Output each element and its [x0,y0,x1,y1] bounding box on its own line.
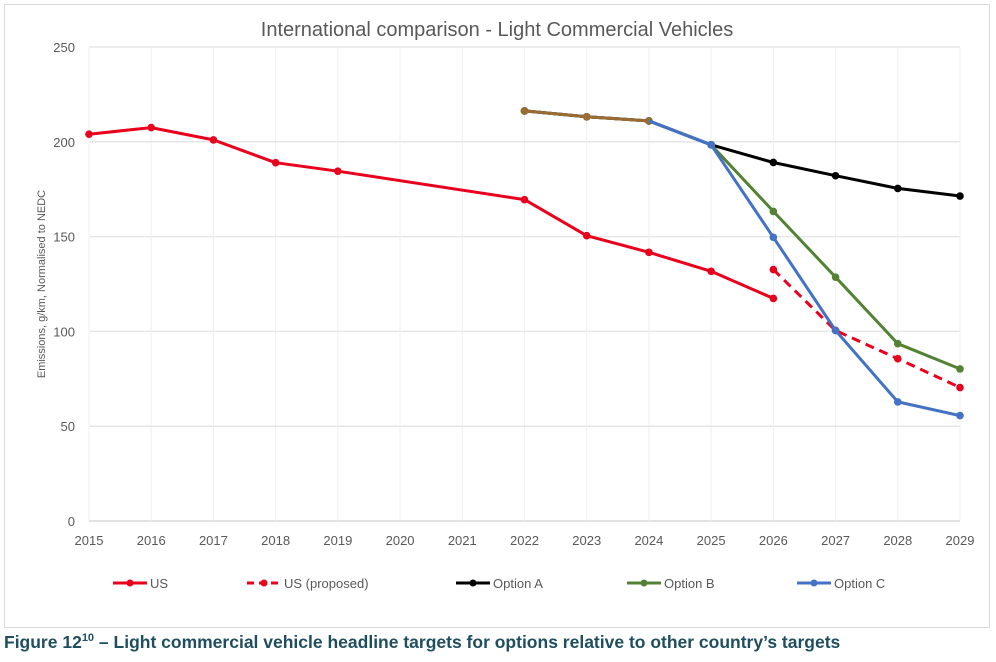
data-point [520,195,529,204]
legend-label: Option B [664,576,715,591]
legend-label: Option C [834,576,885,591]
data-point [271,158,280,167]
x-tick-label: 2021 [448,533,477,548]
y-tick-label: 100 [53,324,75,339]
data-point [769,294,778,303]
x-tick-label: 2016 [137,533,166,548]
x-tick-label: 2029 [946,533,975,548]
series-line [524,109,961,371]
data-point [831,326,840,335]
y-tick-label: 50 [61,419,75,434]
y-axis-label: Emissions, g/km, Normalised to NEDC [36,190,48,378]
data-point [520,107,529,115]
chart-title: International comparison - Light Commerc… [261,19,733,41]
caption-footnote: 10 [81,632,95,645]
data-point [956,411,964,420]
data-point [956,192,964,200]
x-tick-label: 2020 [386,533,415,548]
legend-label: US [150,576,168,591]
y-axis-ticks: 0 50 100 150 200 250 [53,40,75,529]
legend-marker [126,579,134,587]
chart-frame [4,4,990,628]
data-point [769,207,778,216]
caption-prefix: Figure 12 [4,632,82,652]
x-tick-label: 2015 [75,533,104,548]
x-tick-label: 2017 [199,533,228,548]
data-point [893,339,902,348]
data-point [707,267,715,276]
x-tick-label: 2028 [883,533,912,548]
y-tick-label: 150 [53,230,75,245]
x-tick-label: 2025 [697,533,726,548]
series-us [85,123,778,303]
x-axis-ticks: 2015 2016 2017 2018 2019 2020 2021 2022 2023 2024… [75,533,975,548]
data-point [956,365,964,373]
series-line [88,126,774,300]
legend-label: US (proposed) [284,576,369,591]
legend-entry: Option C [797,576,885,591]
x-tick-label: 2027 [821,533,850,548]
figure-caption: Figure 1210 – Light commercial vehicle h… [4,632,840,653]
data-point [893,398,902,406]
caption-text: – Light commercial vehicle headline targ… [94,632,841,652]
data-point [85,130,93,139]
y-tick-label: 200 [53,135,75,150]
legend-marker [640,579,648,587]
data-point [582,231,591,240]
series-group [85,107,964,420]
data-point [769,265,778,274]
series-line [772,268,961,389]
x-tick-label: 2023 [572,533,601,548]
data-point [645,248,653,257]
legend-entry: Option A [456,576,543,591]
series-line [524,109,961,418]
x-tick-label: 2024 [634,533,663,548]
overlap-line [648,119,712,147]
series-options-overlap [520,107,715,149]
x-tick-label: 2019 [323,533,352,548]
data-point [956,383,964,392]
legend-entry: US (proposed) [247,576,369,591]
legend-marker [260,579,268,587]
legend-entry: Option B [627,576,715,591]
x-tick-label: 2022 [510,533,539,548]
data-point [582,112,591,121]
data-point [831,171,840,180]
data-point [893,354,902,363]
gridlines [88,46,961,522]
data-point [769,158,778,167]
legend-label: Option A [493,576,543,591]
data-point [707,141,715,149]
data-point [209,136,218,144]
legend: US US (proposed) Option A Option B Option C [113,576,885,591]
line-chart: International comparison - Light Commerc… [36,19,975,591]
x-tick-label: 2018 [261,533,290,548]
series-us-proposed [769,265,964,392]
x-tick-label: 2026 [759,533,788,548]
data-point [893,184,902,193]
legend-entry: US [113,576,168,591]
data-point [334,167,342,175]
legend-marker [469,579,477,587]
y-tick-label: 250 [53,40,75,55]
data-point [769,233,778,242]
data-point [147,123,156,132]
series-line [524,109,961,198]
data-point [831,273,840,281]
y-tick-label: 0 [68,514,75,529]
legend-marker [810,579,818,587]
